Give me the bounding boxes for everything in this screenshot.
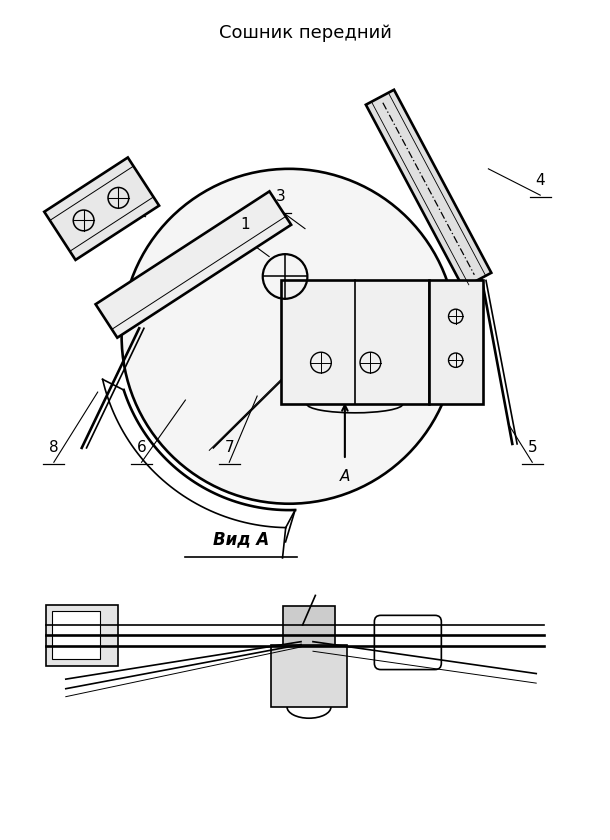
Text: 2: 2 — [109, 189, 118, 204]
Bar — [284, 606, 334, 646]
Text: A: A — [340, 470, 350, 485]
Text: Сошник передний: Сошник передний — [218, 24, 392, 42]
Text: 1: 1 — [240, 218, 250, 232]
Bar — [46, 605, 118, 665]
Text: 8: 8 — [49, 440, 59, 455]
Text: 6: 6 — [137, 440, 146, 455]
Text: 7: 7 — [224, 440, 234, 455]
Text: 3: 3 — [276, 189, 286, 204]
Text: Вид А: Вид А — [213, 531, 270, 549]
Bar — [429, 281, 483, 404]
Circle shape — [121, 169, 456, 504]
Bar — [52, 612, 100, 659]
Bar — [281, 281, 429, 404]
Polygon shape — [366, 90, 491, 288]
FancyBboxPatch shape — [375, 616, 442, 669]
Polygon shape — [45, 157, 159, 260]
Polygon shape — [96, 192, 291, 338]
Text: 4: 4 — [536, 173, 545, 188]
Text: 5: 5 — [528, 440, 537, 455]
Bar — [271, 645, 347, 707]
